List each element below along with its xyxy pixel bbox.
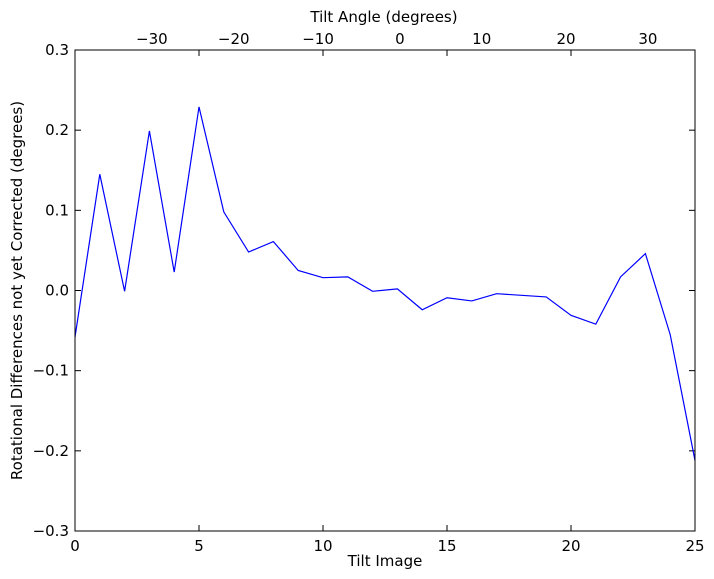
series-line [74, 106, 696, 461]
top-axis-tick-label: 0 [395, 30, 405, 48]
y-tick-label: 0.1 [45, 201, 69, 219]
y-tick-label: −0.2 [33, 442, 69, 460]
top-axis-tick-label: −20 [218, 30, 250, 48]
y-tick-label: 0.0 [45, 282, 69, 300]
top-axis-tick-label: −30 [136, 30, 168, 48]
x-tick-label: 0 [70, 537, 80, 555]
x-tick-label: 15 [437, 537, 456, 555]
y-tick-label: 0.2 [45, 121, 69, 139]
y-tick-label: −0.1 [33, 362, 69, 380]
x-tick-label: 20 [561, 537, 580, 555]
y-tick-label: −0.3 [33, 522, 69, 540]
line-layer [74, 106, 696, 461]
ticks-layer: 0 5 10 15 20 25 −0.3 −0.2 −0.1 0.0 0.1 0.2 0.3 −30 −20… [33, 30, 705, 555]
top-axis-title: Tilt Angle (degrees) [309, 8, 457, 26]
y-axis-title: Rotational Differences not yet Corrected… [8, 101, 26, 480]
x-tick-label: 10 [313, 537, 332, 555]
top-axis-tick-label: 20 [556, 30, 575, 48]
x-tick-label: 5 [194, 537, 204, 555]
plot-frame [74, 49, 696, 532]
y-tick-label: 0.3 [45, 41, 69, 59]
top-axis-tick-label: −10 [302, 30, 334, 48]
top-axis-tick-label: 10 [472, 30, 491, 48]
top-axis-tick-label: 30 [638, 30, 657, 48]
x-axis-title: Tilt Image [347, 552, 423, 570]
x-tick-label: 25 [685, 537, 704, 555]
